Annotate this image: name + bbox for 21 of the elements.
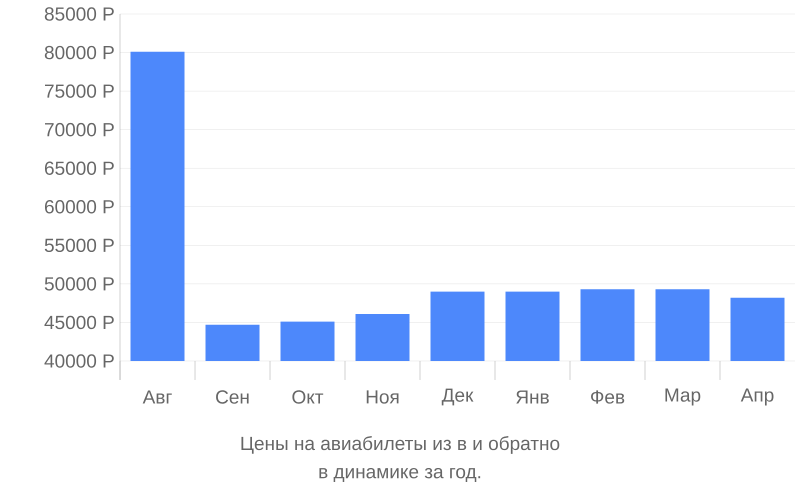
y-tick-label: 40000 Р [44, 354, 114, 368]
y-tick-label: 75000 Р [44, 84, 114, 98]
x-tick-label: Фев [591, 390, 624, 404]
x-tick-label: Апр [740, 388, 774, 406]
y-tick-label: 80000 Р [44, 46, 114, 60]
x-tick-label: Окт [292, 390, 324, 404]
x-tick-label: Ноя [366, 390, 398, 404]
text: в динамике за год. [319, 468, 480, 482]
x-tick-label: Мар [665, 388, 700, 406]
y-tick-label: 70000 Р [44, 122, 114, 136]
x-tick-label: Янв [516, 390, 549, 404]
y-tick-label: 55000 Р [44, 238, 114, 252]
x-tick-label: Авг [142, 390, 172, 404]
y-tick-label: 65000 Р [44, 161, 114, 175]
y-tick-label: 85000 Р [44, 7, 114, 21]
y-tick-label: 45000 Р [44, 316, 114, 330]
y-tick-label: 60000 Р [44, 200, 114, 214]
x-tick-label: Дек [442, 388, 474, 406]
text: Цены на авиабилеты из в и обратно [241, 436, 560, 454]
y-tick-label: 50000 Р [44, 277, 114, 291]
x-tick-label: Сен [216, 390, 249, 404]
